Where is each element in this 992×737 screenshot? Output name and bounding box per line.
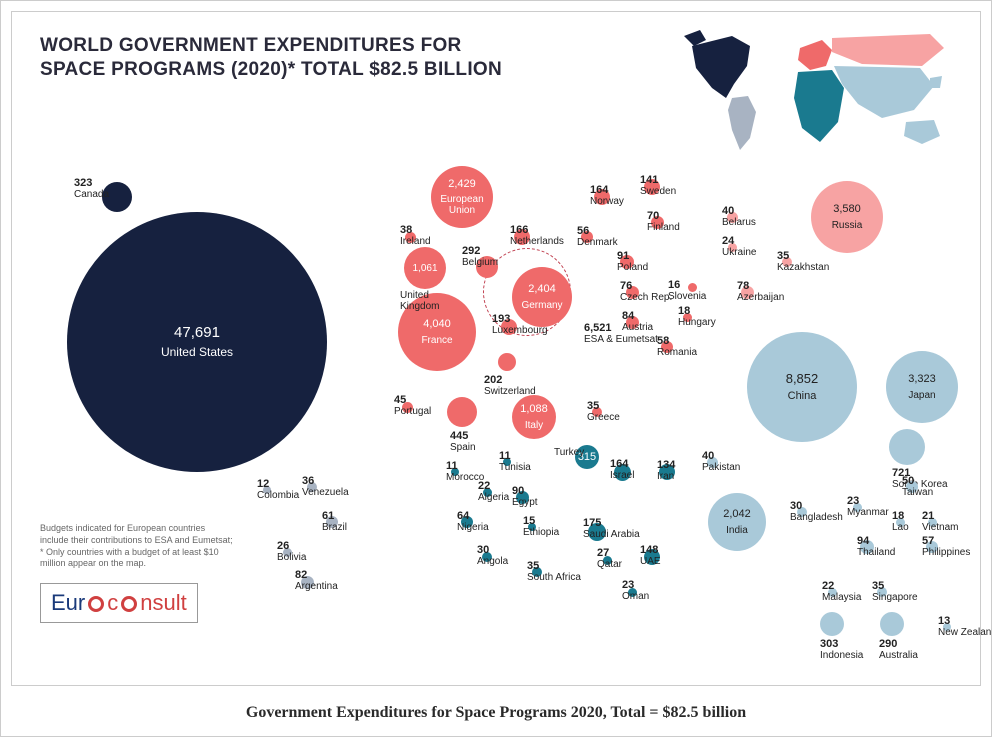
- bubble-value: 47,691: [174, 325, 220, 342]
- bubble-ext-label: 12 Colombia: [257, 478, 299, 501]
- bubble-value: 8,852: [786, 372, 819, 386]
- bubble-ext-label: 164 Israel: [610, 458, 634, 481]
- bubble-value: 3,323: [908, 373, 936, 385]
- bubble-ext-label: 84 Austria: [622, 310, 653, 333]
- figure-frame: WORLD GOVERNMENT EXPENDITURES FOR SPACE …: [0, 0, 992, 737]
- bubble-name: Italy: [525, 420, 543, 431]
- bubble-ext-label: 45 Portugal: [394, 394, 431, 417]
- bubble-ext-label: 13 New Zealand: [938, 615, 992, 638]
- bubble-ext-label: 323 Canada: [74, 177, 109, 200]
- bubble-value: 1,088: [520, 403, 548, 415]
- bubble-ext-label: 166 Netherlands: [510, 224, 564, 247]
- bubble-ext-label: 445 Spain: [450, 430, 476, 453]
- bubble-ext-label: 202 Switzerland: [484, 374, 536, 397]
- bubble-ext-label: 76 Czech Rep.: [620, 280, 672, 303]
- bubble-ext-label: 23 Oman: [622, 579, 649, 602]
- bubble-ext-label: 141 Sweden: [640, 174, 676, 197]
- bubble-name: Germany: [521, 300, 562, 311]
- bubble-name: European Union: [440, 194, 483, 216]
- bubble-ext-label: 11 Morocco: [446, 460, 484, 483]
- bubble-ext-label: 15 Ethiopia: [523, 515, 559, 538]
- bubble-ext-label: 56 Denmark: [577, 225, 618, 248]
- footnote-text: Budgets indicated for European countries…: [40, 523, 233, 570]
- bubble-ext-label: 27 Qatar: [597, 547, 622, 570]
- bubble-ext-label: 35 South Africa: [527, 560, 581, 583]
- bubble-ext-label: 35 Kazakhstan: [777, 250, 829, 273]
- bubble-ext-label: 35 Singapore: [872, 580, 918, 603]
- bubble-ext-label: 40 Pakistan: [702, 450, 740, 473]
- bubble-ext-label: 90 Egypt: [512, 485, 538, 508]
- bubble-value: 2,404: [528, 283, 556, 295]
- bubble-ext-label: 164 Norway: [590, 184, 624, 207]
- bubble-china: 8,852 China: [747, 332, 857, 442]
- bubble-ext-label: 78 Azerbaijan: [737, 280, 784, 303]
- bubble-name: United States: [161, 346, 233, 359]
- bubble-value: 3,580: [833, 203, 861, 215]
- bubble-name: Japan: [908, 390, 935, 401]
- bubble-ext-label: 58 Romania: [657, 335, 697, 358]
- bubble-ext-label: United Kingdom: [400, 290, 439, 312]
- bubble-ext-label: 22 Algeria: [478, 480, 509, 503]
- bubble-value: 2,429: [448, 178, 476, 190]
- bubble-ext-label: 94 Thailand: [857, 535, 895, 558]
- bubble-ext-label: 30 Angola: [477, 544, 508, 567]
- bubble-ext-label: 16 Slovenia: [668, 279, 706, 302]
- bubble-ext-label: 175 Saudi Arabia: [583, 517, 640, 540]
- bubble-ext-label: 11 Tunisia: [499, 450, 531, 473]
- bubble-name: India: [726, 525, 748, 536]
- bubble-united-states: 47,691 United States: [67, 212, 327, 472]
- bubble-ext-label: 26 Bolivia: [277, 540, 306, 563]
- bubble-japan: 3,323 Japan: [886, 351, 958, 423]
- bubble-ext-label: 35 Greece: [587, 400, 620, 423]
- bubble-value: 4,040: [423, 318, 451, 330]
- bubble-ext-label: 70 Finland: [647, 210, 680, 233]
- bubble-south-korea: [889, 429, 925, 465]
- chart-panel: WORLD GOVERNMENT EXPENDITURES FOR SPACE …: [11, 11, 981, 686]
- logo-part-nsult: nsult: [140, 590, 186, 616]
- bubble-ext-label: 36 Venezuela: [302, 475, 349, 498]
- bubble-ext-label: 30 Bangladesh: [790, 500, 843, 523]
- figure-caption: Government Expenditures for Space Progra…: [1, 704, 991, 722]
- bubble-india: 2,042 India: [708, 493, 766, 551]
- bubble-ext-label: 91 Poland: [617, 250, 648, 273]
- euroconsult-logo: Eurcnsult: [40, 583, 198, 623]
- logo-o-icon-2: [121, 596, 137, 612]
- logo-part-euro: Eur: [51, 590, 85, 616]
- bubble-ext-label: 193 Luxembourg: [492, 313, 548, 336]
- bubble-united-kingdom: 1,061: [404, 247, 446, 289]
- bubble-ext-label: 23 Myanmar: [847, 495, 889, 518]
- bubble-value: 1,061: [412, 263, 437, 274]
- bubble-ext-label: 148 UAE: [640, 544, 661, 567]
- bubble-spain: [447, 397, 477, 427]
- bubble-australia: [880, 612, 904, 636]
- logo-part-c: c: [107, 590, 118, 616]
- bubble-value: 2,042: [723, 508, 751, 520]
- bubble-ext-label: 18 Hungary: [678, 305, 716, 328]
- bubble-russia: 3,580 Russia: [811, 181, 883, 253]
- bubble-ext-label: 22 Malaysia: [822, 580, 861, 603]
- bubble-ext-label: 50 Taiwan: [902, 475, 933, 498]
- bubble-ext-label: 134 Iran: [657, 459, 675, 482]
- bubble-ext-label: 18 Lao: [892, 510, 909, 533]
- bubble-european-union: 2,429 European Union: [431, 166, 493, 228]
- bubble-indonesia: [820, 612, 844, 636]
- bubble-italy: 1,088 Italy: [512, 395, 556, 439]
- bubble-ext-label: 64 Nigeria: [457, 510, 489, 533]
- bubble-switzerland: [498, 353, 516, 371]
- bubble-ext-label: 21 Vietnam: [922, 510, 959, 533]
- bubble-ext-label: Turkey: [554, 447, 584, 458]
- bubble-ext-label: 57 Philippines: [922, 535, 970, 558]
- bubble-ext-label: 303 Indonesia: [820, 638, 863, 661]
- bubble-name: France: [421, 335, 452, 346]
- bubble-ext-label: 24 Ukraine: [722, 235, 756, 258]
- bubble-ext-label: 61 Brazil: [322, 510, 347, 533]
- bubble-ext-label: 292 Belgium: [462, 245, 498, 268]
- bubble-ext-label: 290 Australia: [879, 638, 918, 661]
- bubble-name: China: [788, 390, 817, 402]
- logo-o-icon: [88, 596, 104, 612]
- bubble-ext-label: 82 Argentina: [295, 569, 338, 592]
- bubble-ext-label: 40 Belarus: [722, 205, 756, 228]
- bubble-name: Russia: [832, 220, 863, 231]
- bubble-ext-label: 38 Ireland: [400, 224, 431, 247]
